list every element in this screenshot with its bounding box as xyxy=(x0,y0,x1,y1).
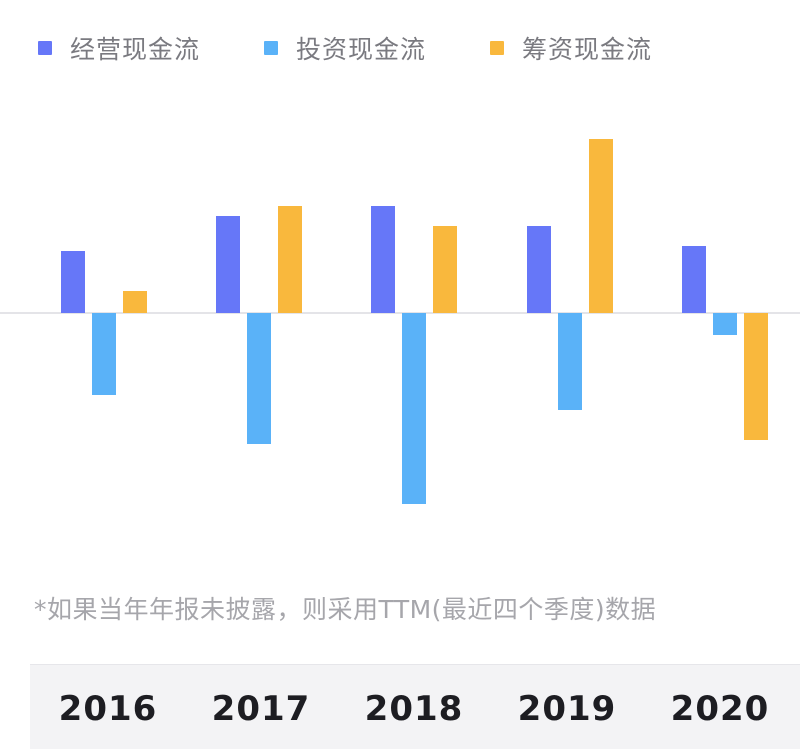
year-axis-bar: 2016 2017 2018 2019 2020 xyxy=(30,664,800,749)
legend-swatch-investing xyxy=(264,41,279,55)
bar-investing-2016[interactable] xyxy=(92,313,116,395)
bar-investing-2020[interactable] xyxy=(713,313,737,335)
chart-legend: 经营现金流 投资现金流 筹资现金流 xyxy=(38,30,716,66)
legend-item-operating[interactable]: 经营现金流 xyxy=(38,30,200,66)
bar-investing-2017[interactable] xyxy=(247,313,271,444)
year-label-2018[interactable]: 2018 xyxy=(364,689,464,729)
year-label-2020[interactable]: 2020 xyxy=(670,689,770,729)
year-label-2016[interactable]: 2016 xyxy=(58,689,158,729)
bar-operating-2017[interactable] xyxy=(216,216,240,313)
legend-item-investing[interactable]: 投资现金流 xyxy=(264,30,426,66)
bar-financing-2016[interactable] xyxy=(123,291,147,313)
legend-label-operating: 经营现金流 xyxy=(70,35,201,64)
legend-label-investing: 投资现金流 xyxy=(296,35,427,64)
legend-item-financing[interactable]: 筹资现金流 xyxy=(490,30,652,66)
cash-flow-bar-chart xyxy=(0,139,800,504)
bar-investing-2019[interactable] xyxy=(558,313,582,410)
legend-label-financing: 筹资现金流 xyxy=(522,35,653,64)
bar-operating-2018[interactable] xyxy=(371,206,395,313)
bar-financing-2018[interactable] xyxy=(433,226,457,313)
bar-financing-2020[interactable] xyxy=(744,313,768,440)
year-label-2019[interactable]: 2019 xyxy=(517,689,617,729)
bar-financing-2019[interactable] xyxy=(589,139,613,313)
footnote: *如果当年年报未披露，则采用TTM(最近四个季度)数据 xyxy=(34,595,657,624)
legend-swatch-financing xyxy=(490,41,505,55)
bar-operating-2016[interactable] xyxy=(61,251,85,313)
legend-swatch-operating xyxy=(38,41,52,55)
year-label-2017[interactable]: 2017 xyxy=(211,689,311,729)
bar-operating-2020[interactable] xyxy=(682,246,706,313)
bar-investing-2018[interactable] xyxy=(402,313,426,504)
bar-operating-2019[interactable] xyxy=(527,226,551,313)
bar-financing-2017[interactable] xyxy=(278,206,302,313)
